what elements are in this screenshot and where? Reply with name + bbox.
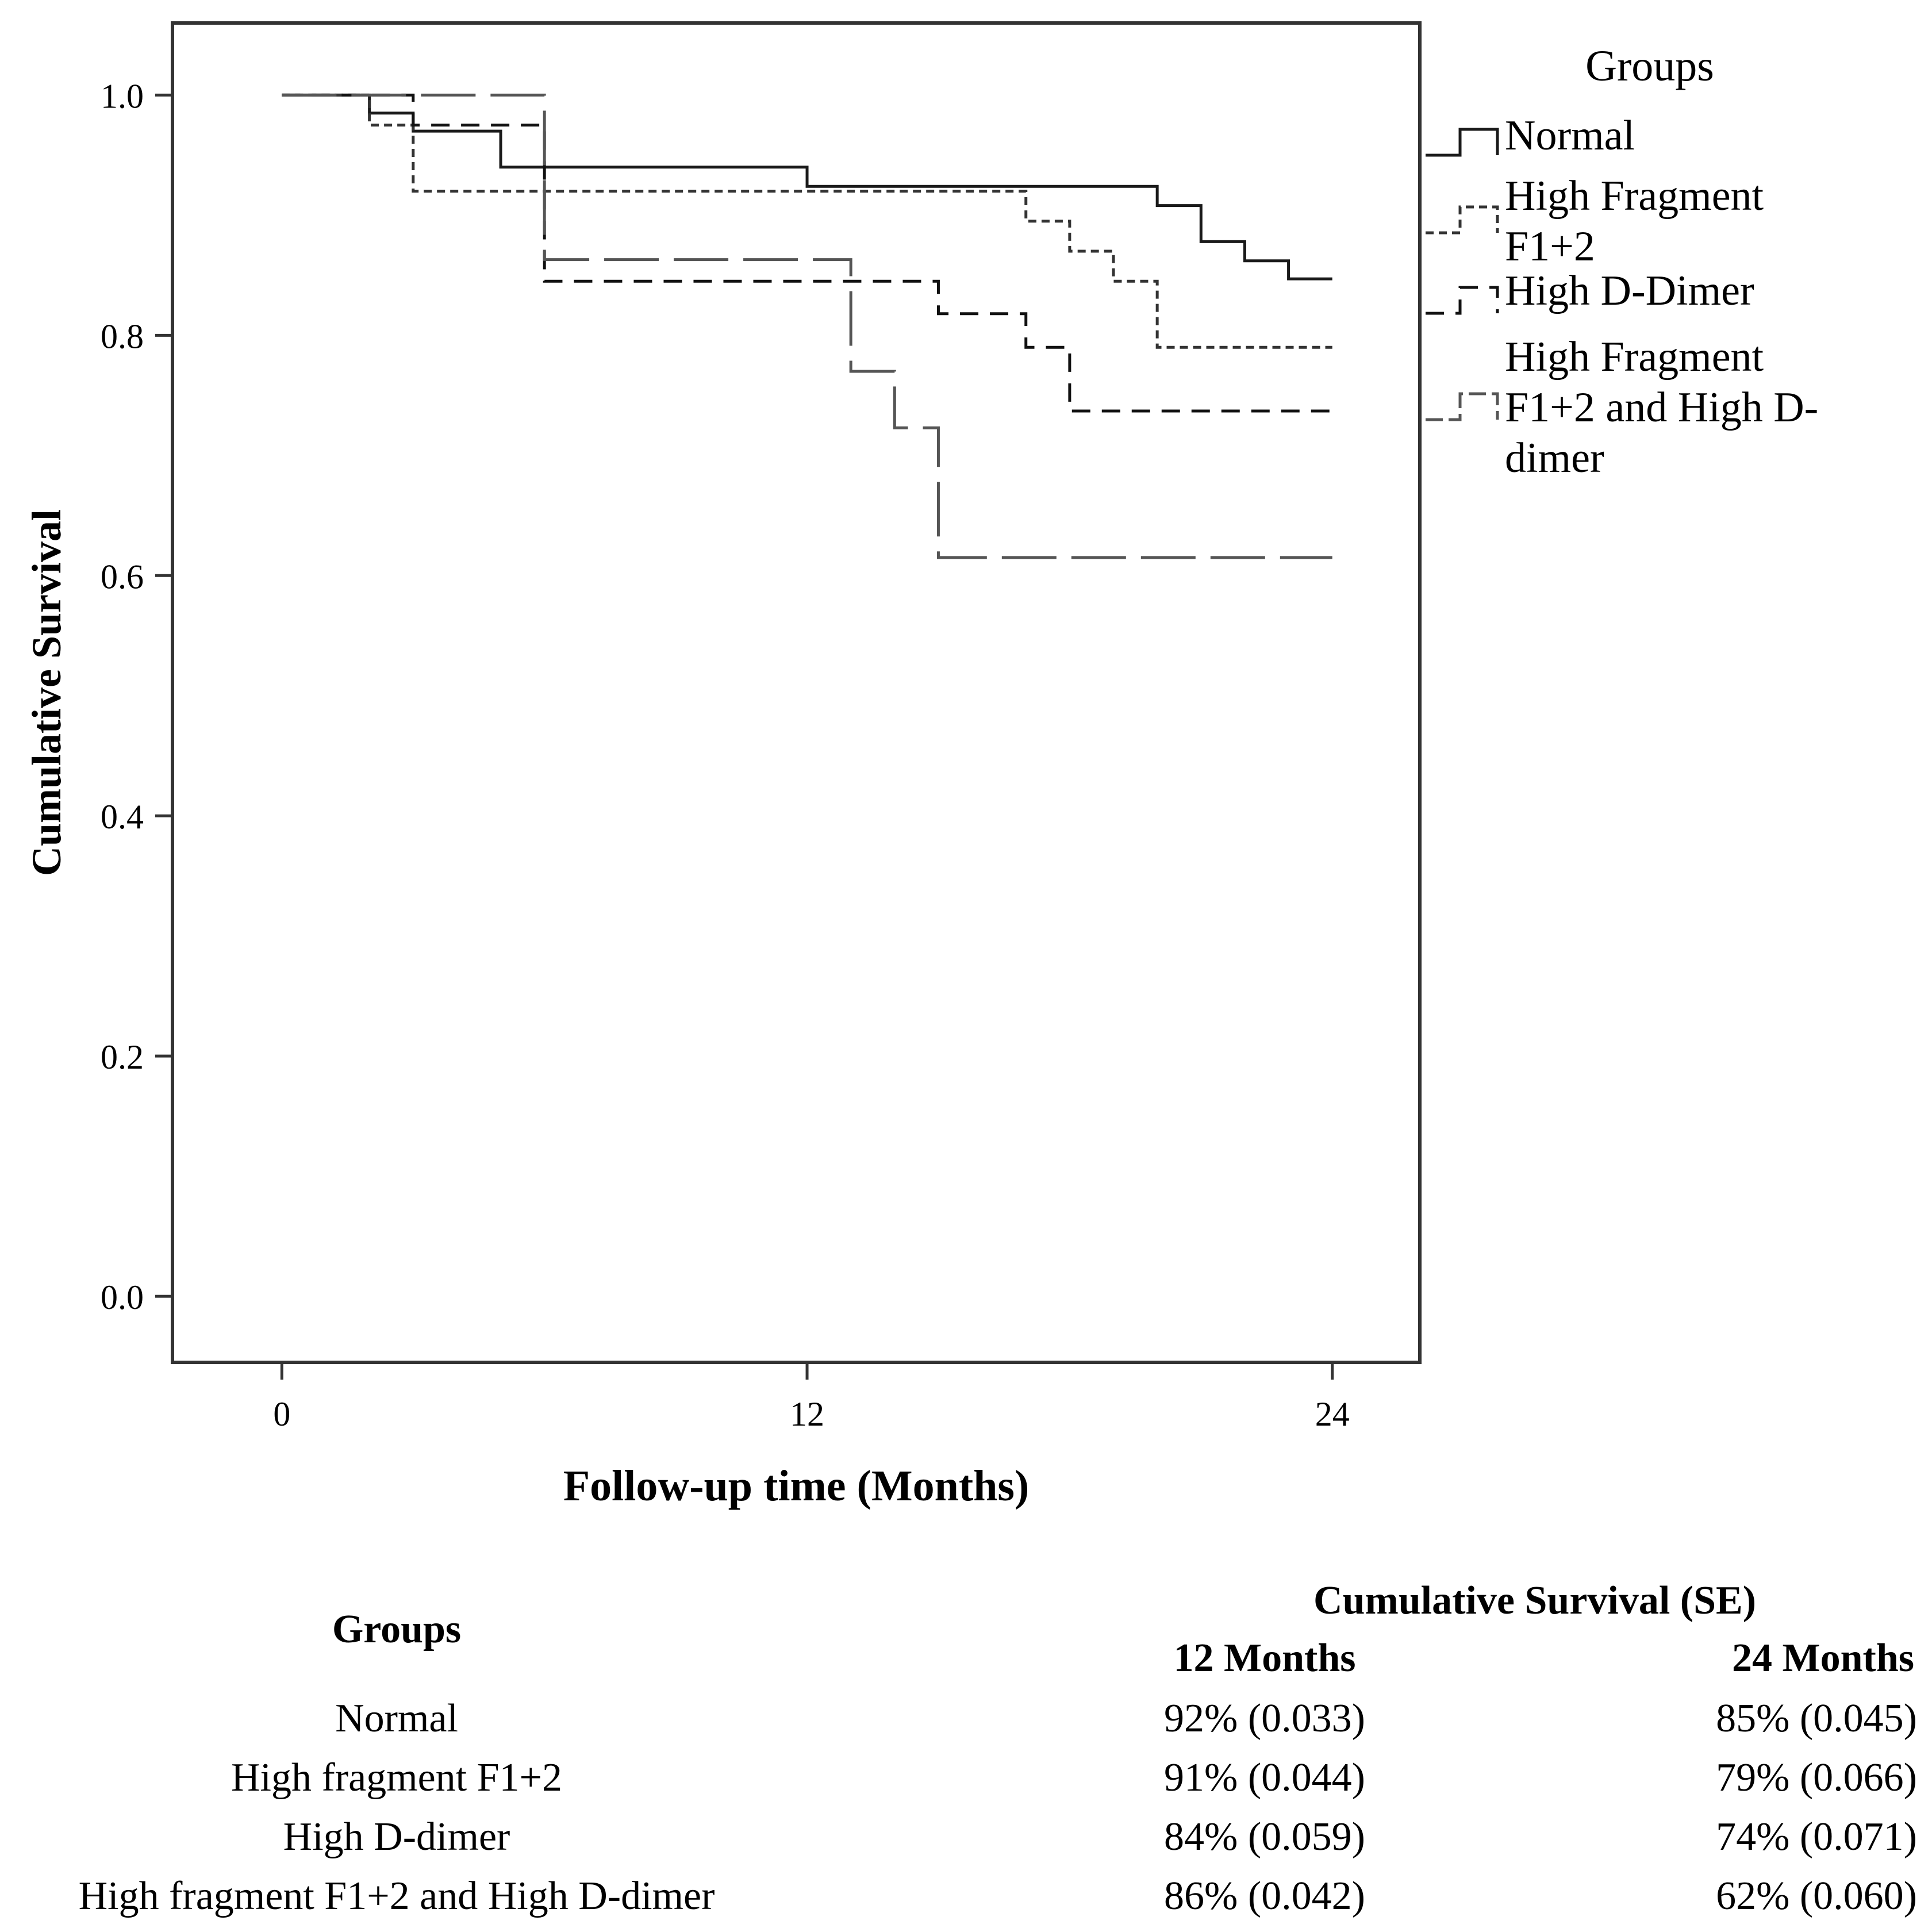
survival-table: Groups Cumulative Survival (SE) 12 Month…	[0, 1552, 1932, 1928]
y-axis-title: Cumulative Survival	[24, 509, 70, 876]
legend-label: dimer	[1505, 435, 1604, 482]
legend-label: F1+2 and High D-	[1505, 384, 1818, 431]
table-cell-group: Normal	[335, 1696, 458, 1741]
table-cell-group: High D-dimer	[283, 1815, 510, 1859]
table-header-cumulative: Cumulative Survival (SE)	[1313, 1578, 1757, 1623]
legend-swatch	[1426, 286, 1499, 315]
legend-label: High D-Dimer	[1505, 267, 1754, 314]
table-header-24-months: 24 Months	[1732, 1636, 1914, 1680]
legend-title: Groups	[1585, 42, 1714, 90]
series-line-4	[282, 93, 1332, 559]
x-axis-title: Follow-up time (Months)	[563, 1462, 1030, 1510]
series-line-1	[282, 93, 1332, 281]
table-cell-12-months: 92% (0.033)	[1164, 1696, 1365, 1741]
legend-label: High Fragment	[1505, 172, 1764, 220]
legend-label: Normal	[1505, 112, 1635, 159]
table-header-12-months: 12 Months	[1173, 1636, 1356, 1680]
y-tick-label: 0.2	[101, 1038, 144, 1076]
legend-swatch	[1426, 128, 1499, 157]
x-tick-label: 24	[1315, 1395, 1350, 1433]
y-tick-label: 0.0	[101, 1278, 144, 1316]
legend-label: High Fragment	[1505, 333, 1764, 381]
table-cell-24-months: 79% (0.066)	[1716, 1756, 1917, 1800]
y-tick-label: 1.0	[101, 77, 144, 115]
legend-swatch	[1426, 392, 1499, 421]
x-tick-label: 0	[273, 1395, 290, 1433]
table-header-groups: Groups	[332, 1607, 462, 1652]
table-cell-12-months: 84% (0.059)	[1164, 1815, 1365, 1859]
plot-frame	[171, 21, 1422, 1364]
legend-label: F1+2	[1505, 223, 1595, 270]
table-cell-group: High fragment F1+2 and High D-dimer	[78, 1874, 715, 1918]
table-cell-group: High fragment F1+2	[231, 1756, 563, 1800]
y-tick-label: 0.6	[101, 558, 144, 596]
series-line-2	[282, 93, 1332, 349]
y-tick-label: 0.4	[101, 798, 144, 836]
y-axis: 0.0 0.2 0.4 0.6 0.8 1.0	[101, 77, 172, 1316]
series-line-3	[282, 93, 1332, 413]
legend-swatch	[1426, 205, 1499, 235]
table-cell-12-months: 91% (0.044)	[1164, 1756, 1365, 1800]
table-cell-12-months: 86% (0.042)	[1164, 1874, 1365, 1918]
y-tick-label: 0.8	[101, 317, 144, 355]
x-axis: 0 12 24	[273, 1362, 1350, 1433]
survival-chart: 0.0 0.2 0.4 0.6 0.8 1.0 0 12 24 Cumulative Surv…	[24, 21, 1818, 1510]
table-cell-24-months: 62% (0.060)	[1716, 1874, 1917, 1918]
table-cell-24-months: 74% (0.071)	[1716, 1815, 1917, 1859]
table-cell-24-months: 85% (0.045)	[1716, 1696, 1917, 1741]
x-tick-label: 12	[790, 1395, 824, 1433]
series-layer	[282, 93, 1332, 559]
